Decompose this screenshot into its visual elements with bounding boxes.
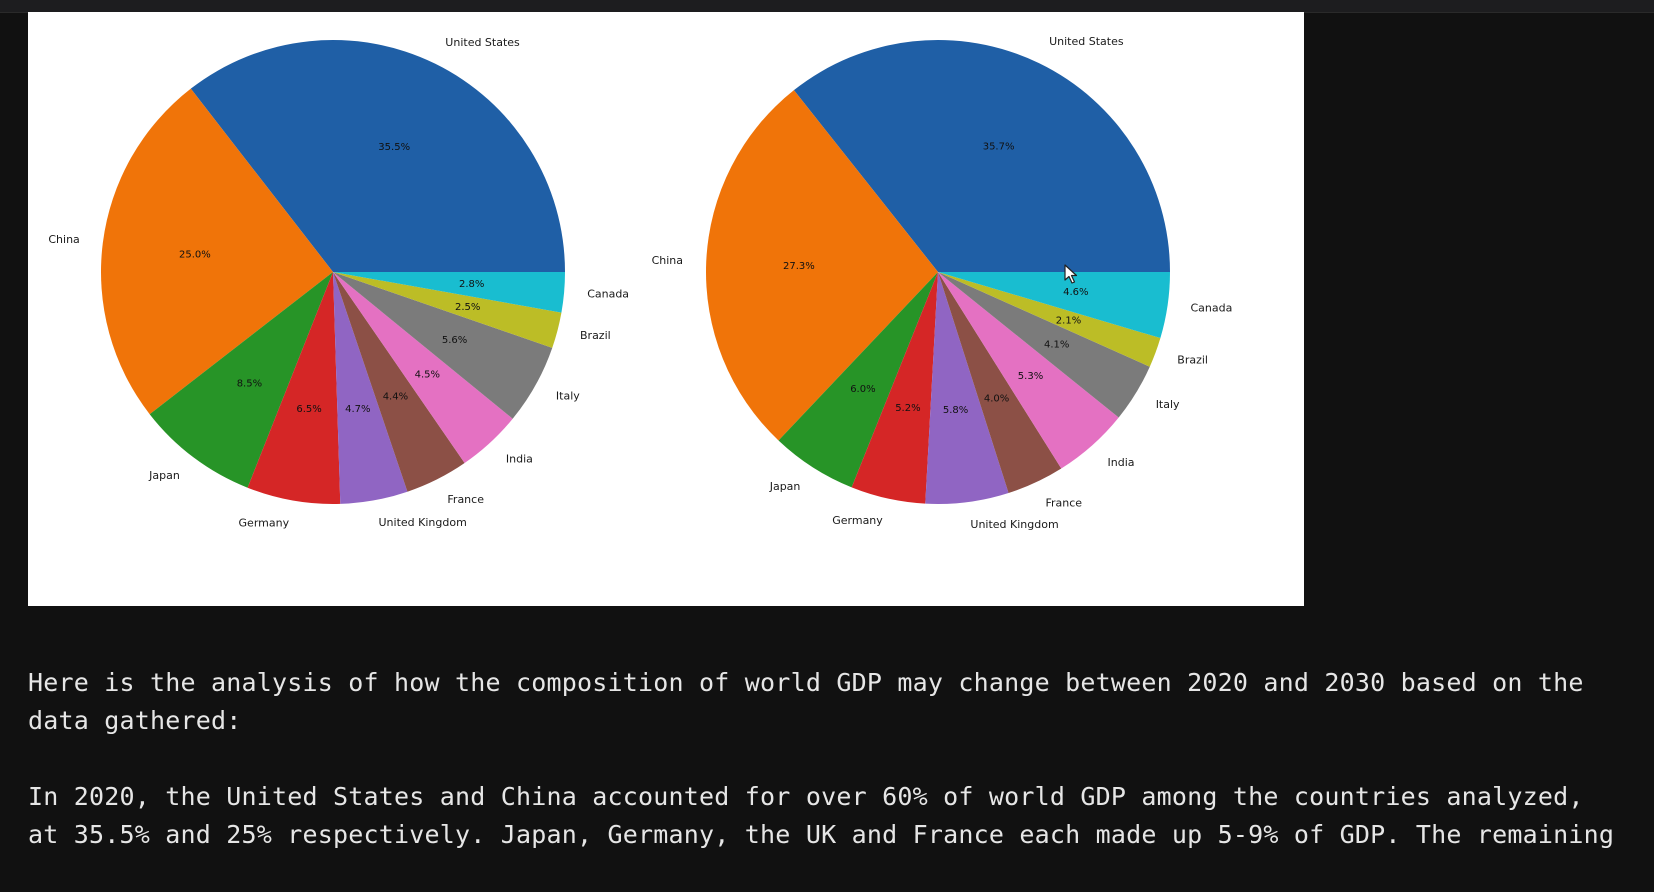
pie1-slice-brazil xyxy=(333,272,562,348)
pie2-slice-china xyxy=(706,90,938,441)
pie1-slice-canada xyxy=(333,272,565,313)
pie1-pct-label-china: 25.0% xyxy=(179,250,211,261)
pie-chart-2: 35.7% United States 27.3% China 6.0% Japan 5.2… xyxy=(652,35,1233,531)
pie1-pct-label-france: 4.4% xyxy=(383,391,408,402)
pie1-pct-label-italy: 5.6% xyxy=(442,335,467,346)
pie2-slice-canada xyxy=(938,272,1170,339)
pie1-label-japan: Japan xyxy=(148,469,180,482)
pie1-slice-united-states xyxy=(190,39,565,272)
pie1-label-brazil: Brazil xyxy=(580,329,611,342)
pie-charts-svg: 35.5% United States 25.0% China 8.5% Japan 6.5… xyxy=(48,35,1233,531)
pie2-slice-japan xyxy=(778,272,938,488)
pie2-pct-label-italy: 4.1% xyxy=(1044,340,1069,351)
pie1-label-china: China xyxy=(48,233,79,246)
pie-chart-1: 35.5% United States 25.0% China 8.5% Japan 6.5… xyxy=(48,36,629,530)
pie2-label-japan: Japan xyxy=(769,480,801,493)
pie1-slice-germany xyxy=(247,272,341,505)
analysis-paragraph-2: In 2020, the United States and China acc… xyxy=(28,782,1615,849)
pie1-label-france: France xyxy=(447,493,484,506)
pie2-label-france: France xyxy=(1046,497,1083,510)
pie1-pct-label-united-kingdom: 4.7% xyxy=(345,404,370,415)
pie1-label-india: India xyxy=(506,453,533,466)
pie2-pct-label-japan: 6.0% xyxy=(850,384,875,395)
pie2-pct-label-canada: 4.6% xyxy=(1063,287,1088,298)
pie2-slice-italy xyxy=(938,272,1150,418)
pie2-label-united-states: United States xyxy=(1049,35,1124,48)
chart-panel: 35.5% United States 25.0% China 8.5% Japan 6.5… xyxy=(28,12,1304,606)
pie2-slice-germany xyxy=(851,272,938,504)
pie1-pct-label-germany: 6.5% xyxy=(296,404,321,415)
pie2-label-india: India xyxy=(1108,456,1135,469)
pie1-pct-label-india: 4.5% xyxy=(415,369,440,380)
pie1-slice-france xyxy=(333,272,465,492)
pie2-slice-brazil xyxy=(938,272,1161,367)
pie2-pct-label-united-states: 35.7% xyxy=(983,142,1015,153)
pie1-pct-label-united-states: 35.5% xyxy=(378,142,410,153)
pie1-label-germany: Germany xyxy=(239,516,290,529)
pie1-label-united-states: United States xyxy=(445,36,520,49)
pie1-slice-china xyxy=(100,88,334,415)
pie1-slice-italy xyxy=(333,272,553,419)
pie2-pct-label-china: 27.3% xyxy=(783,261,815,272)
pie1-pct-label-brazil: 2.5% xyxy=(455,302,480,313)
pie2-slice-france xyxy=(938,272,1062,493)
pie2-slice-united-states xyxy=(793,39,1170,273)
pie2-label-china: China xyxy=(652,254,683,267)
pie2-slice-united-kingdom xyxy=(925,272,1009,504)
pie2-label-canada: Canada xyxy=(1191,302,1233,315)
pie2-label-united-kingdom: United Kingdom xyxy=(970,518,1058,531)
pie1-pct-label-canada: 2.8% xyxy=(459,279,484,290)
pie2-label-germany: Germany xyxy=(832,514,883,527)
analysis-text: Here is the analysis of how the composit… xyxy=(28,664,1628,892)
pie2-pct-label-germany: 5.2% xyxy=(895,403,920,414)
pie1-pct-label-japan: 8.5% xyxy=(237,378,262,389)
pie1-label-canada: Canada xyxy=(587,287,629,300)
pie2-pct-label-united-kingdom: 5.8% xyxy=(943,405,968,416)
pie1-slice-united-kingdom xyxy=(333,272,408,504)
pie2-label-brazil: Brazil xyxy=(1177,354,1208,367)
pie2-pct-label-brazil: 2.1% xyxy=(1056,315,1081,326)
mouse-cursor-icon xyxy=(1064,264,1078,284)
pie1-slice-japan xyxy=(149,272,333,488)
analysis-paragraph-1: Here is the analysis of how the composit… xyxy=(28,668,1599,735)
pie1-label-united-kingdom: United Kingdom xyxy=(379,516,467,529)
pie1-slice-india xyxy=(333,272,513,464)
pie2-pct-label-france: 4.0% xyxy=(984,393,1009,404)
pie1-label-italy: Italy xyxy=(556,389,580,402)
pie2-label-italy: Italy xyxy=(1156,398,1180,411)
pie2-slice-india xyxy=(938,272,1119,469)
pie2-pct-label-india: 5.3% xyxy=(1018,371,1043,382)
